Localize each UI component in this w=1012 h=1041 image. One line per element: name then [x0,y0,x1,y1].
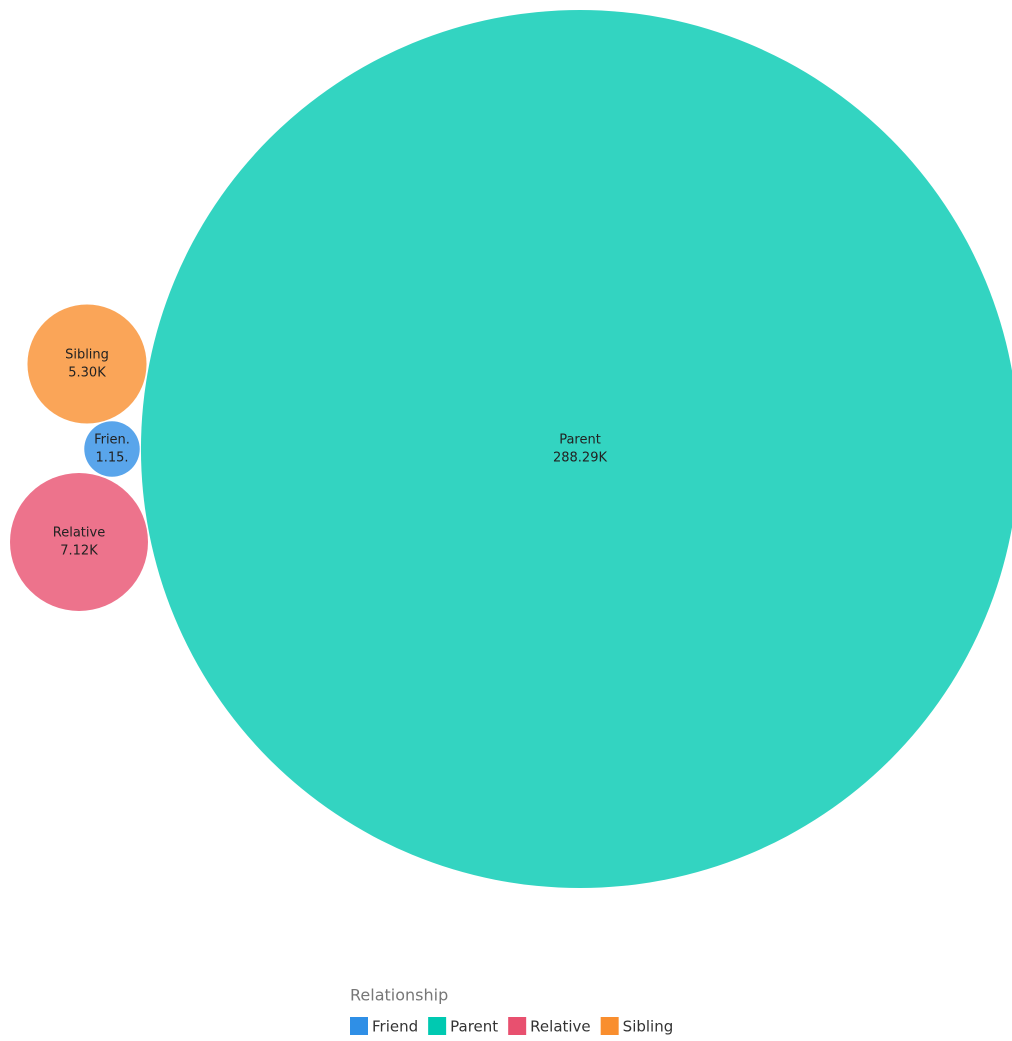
legend-swatch [350,1017,368,1035]
bubble-label: Parent [559,433,601,448]
legend-swatch [428,1017,447,1035]
bubble [10,473,148,611]
legend-label: Friend [372,1018,418,1036]
legend-label: Relative [530,1018,591,1036]
bubble-label: Relative [53,526,105,541]
legend-label: Parent [450,1018,498,1036]
bubble [84,421,140,477]
legend-swatch [508,1017,527,1035]
legend-title: Relationship [350,986,448,1005]
bubble-value: 288.29K [553,451,607,466]
legend-swatch [600,1017,619,1035]
bubble [27,304,147,424]
bubble-value: 7.12K [60,544,98,559]
bubble [141,10,1012,888]
bubble-label: Sibling [65,348,109,363]
bubble-value: 1.15. [95,451,128,466]
bubble-label: Frien. [94,433,130,448]
bubble-value: 5.30K [68,366,106,381]
legend-label: Sibling [623,1018,674,1036]
